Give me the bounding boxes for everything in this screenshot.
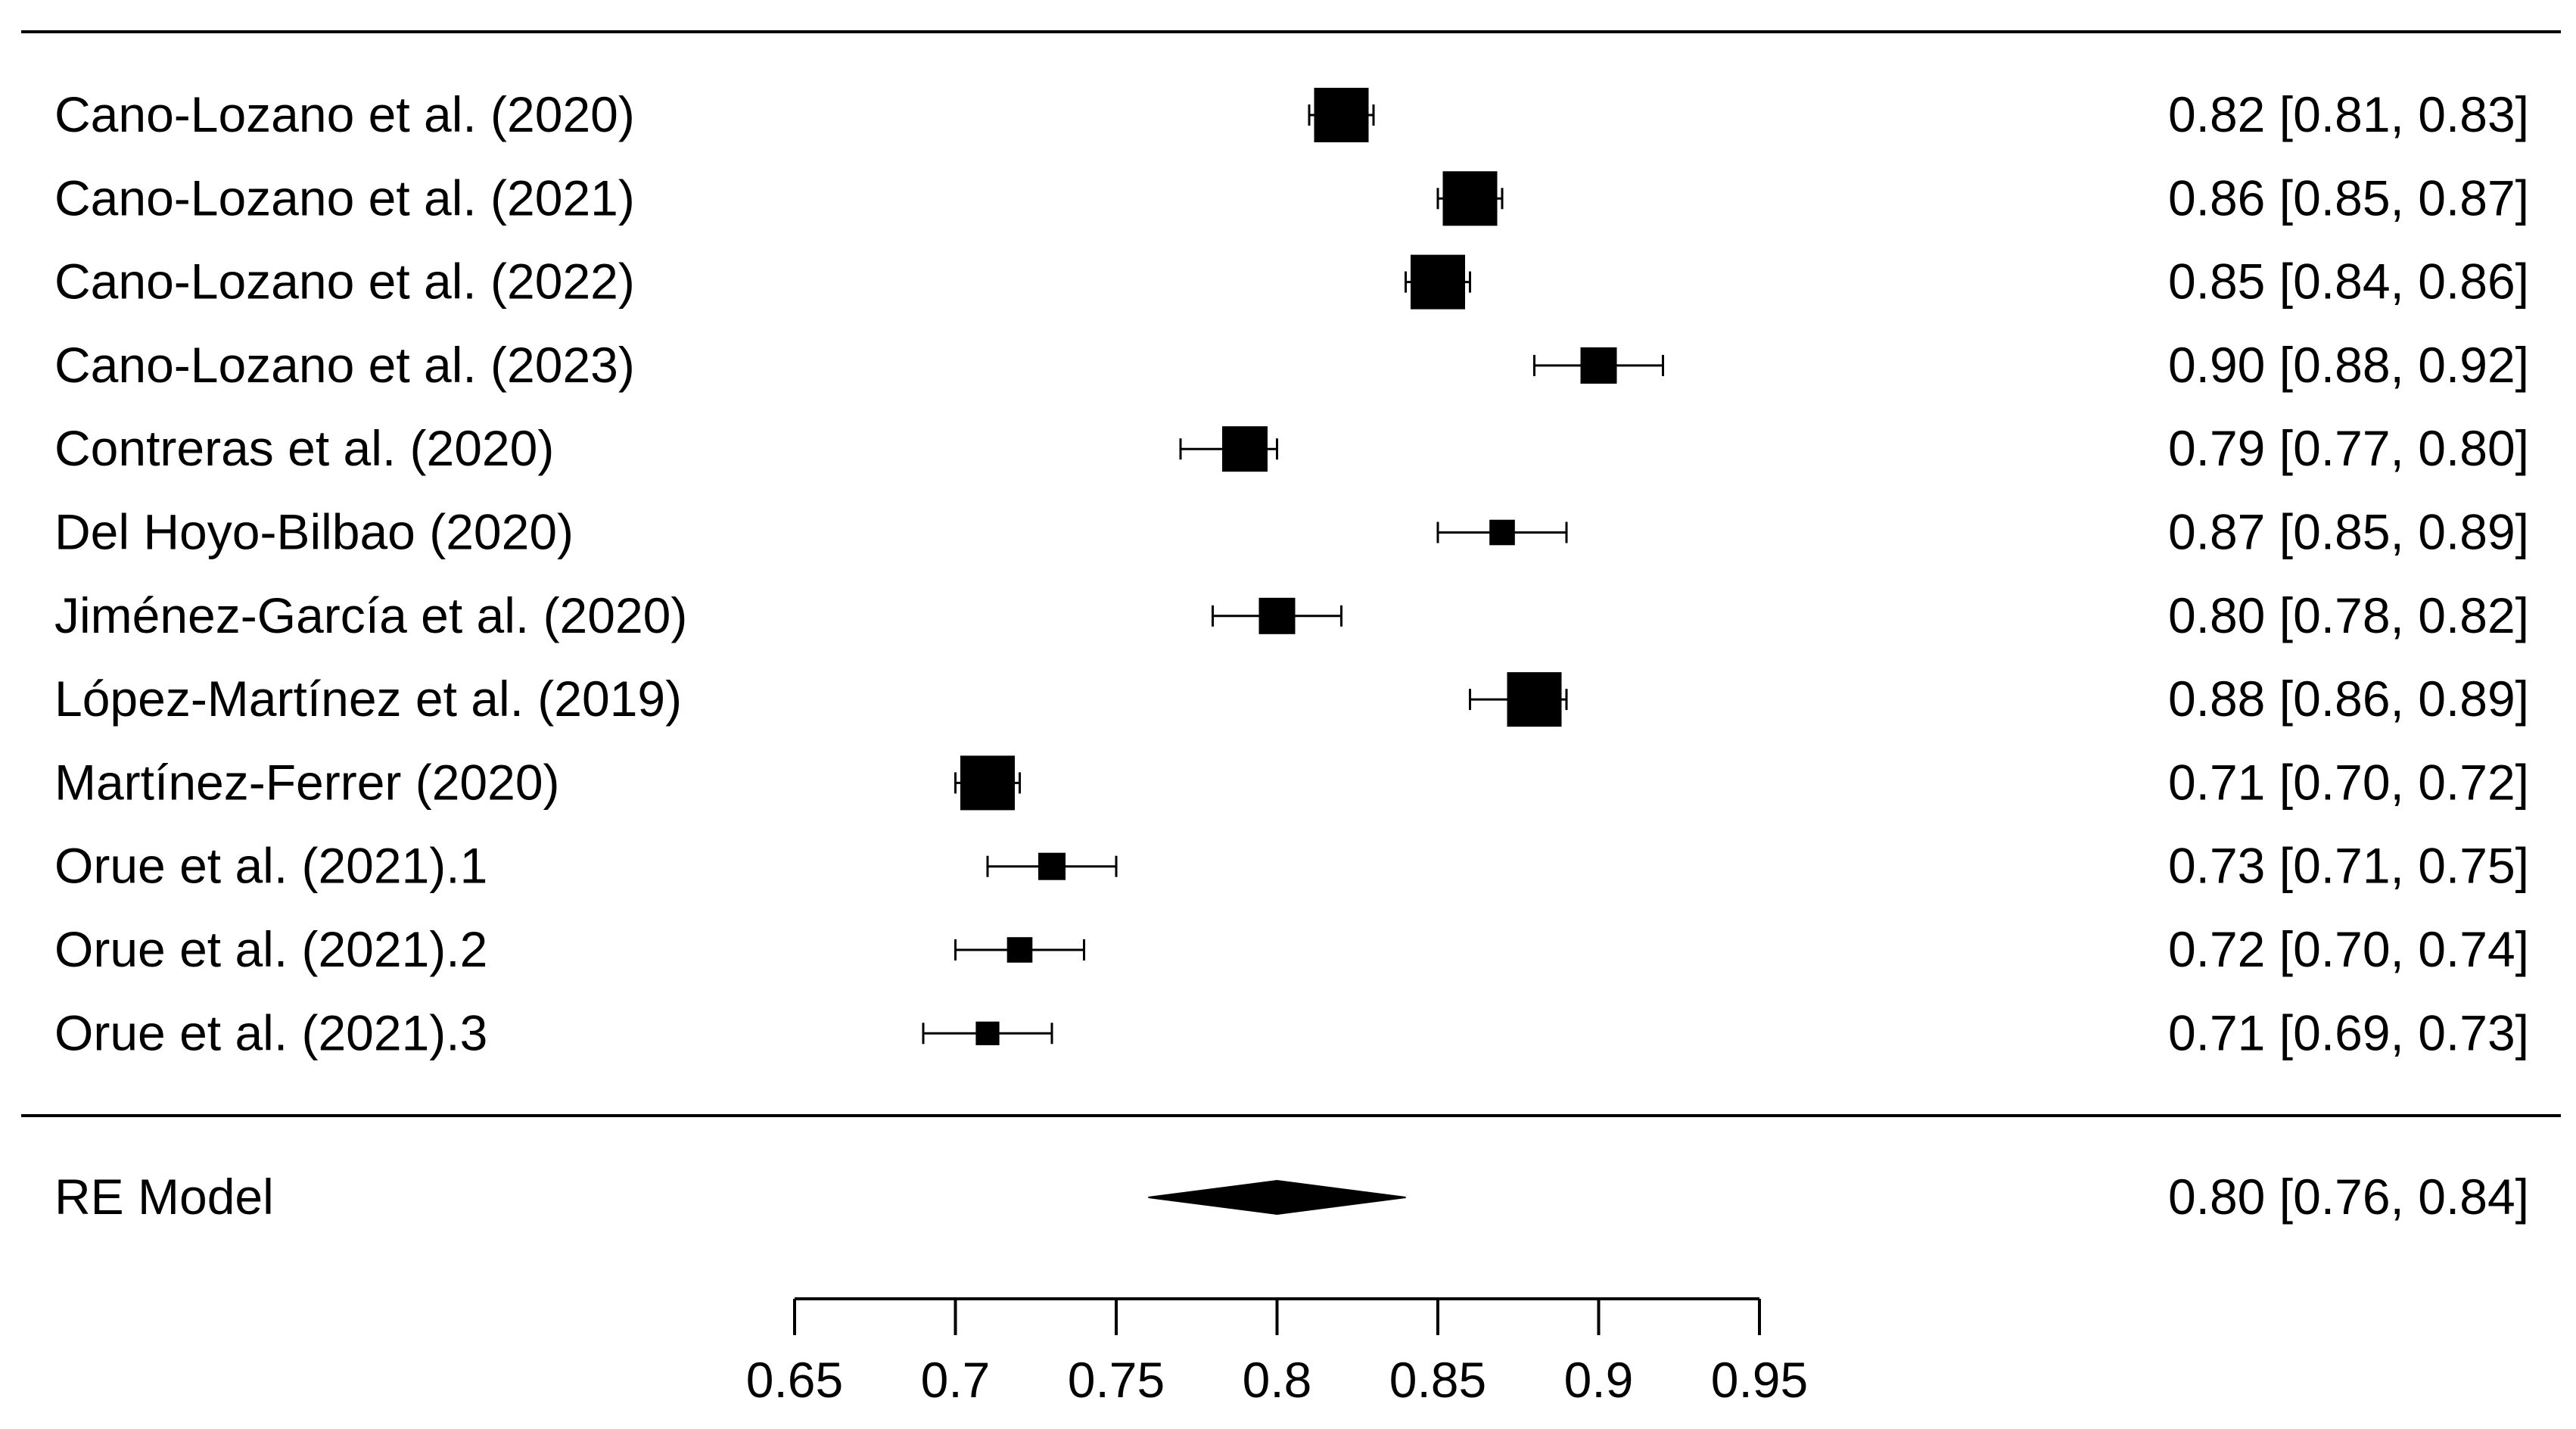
study-weight-square — [1038, 852, 1066, 880]
study-estimate-text: 0.71 [0.69, 0.73] — [2168, 1004, 2529, 1060]
x-axis-tick-label: 0.9 — [1564, 1352, 1634, 1408]
study-row: Cano-Lozano et al. (2022) 0.85 [0.84, 0.8… — [54, 254, 2529, 310]
study-row: Del Hoyo-Bilbao (2020) 0.87 [0.85, 0.89] — [54, 504, 2529, 560]
summary-row: RE Model 0.80 [0.76, 0.84] — [54, 1169, 2529, 1225]
summary-label: RE Model — [54, 1169, 274, 1225]
study-weight-square — [1489, 519, 1515, 546]
study-estimate-text: 0.86 [0.85, 0.87] — [2168, 170, 2529, 226]
study-label: Jiménez-García et al. (2020) — [54, 587, 687, 643]
study-label: Cano-Lozano et al. (2020) — [54, 86, 635, 142]
study-label: Cano-Lozano et al. (2022) — [54, 254, 635, 310]
study-row: Cano-Lozano et al. (2020) 0.82 [0.81, 0.8… — [54, 86, 2529, 142]
x-axis-tick-label: 0.85 — [1389, 1352, 1486, 1408]
study-estimate-text: 0.82 [0.81, 0.83] — [2168, 86, 2529, 142]
x-axis-tick-label: 0.95 — [1711, 1352, 1808, 1408]
x-axis-tick-label: 0.75 — [1068, 1352, 1165, 1408]
study-estimate-text: 0.87 [0.85, 0.89] — [2168, 504, 2529, 560]
study-weight-square — [1222, 426, 1268, 472]
study-weight-square — [960, 755, 1015, 811]
x-axis: 0.65 0.7 0.75 0.8 0.85 0.9 0.95 — [746, 1297, 1808, 1408]
x-axis-tick-label: 0.65 — [746, 1352, 843, 1408]
study-label: Cano-Lozano et al. (2023) — [54, 337, 635, 393]
study-estimate-text: 0.72 [0.70, 0.74] — [2168, 921, 2529, 977]
study-row: Cano-Lozano et al. (2021) 0.86 [0.85, 0.8… — [54, 170, 2529, 226]
study-row: Orue et al. (2021).3 0.71 [0.69, 0.73] — [54, 1004, 2529, 1060]
study-estimate-text: 0.71 [0.70, 0.72] — [2168, 754, 2529, 810]
study-row: Orue et al. (2021).1 0.73 [0.71, 0.75] — [54, 838, 2529, 894]
study-weight-square — [1442, 171, 1498, 226]
study-label: Orue et al. (2021).1 — [54, 838, 487, 894]
study-weight-square — [1006, 937, 1033, 963]
study-label: Orue et al. (2021).2 — [54, 921, 487, 977]
summary-estimate-text: 0.80 [0.76, 0.84] — [2168, 1169, 2529, 1225]
study-label: Cano-Lozano et al. (2021) — [54, 170, 635, 226]
study-label: López-Martínez et al. (2019) — [54, 671, 682, 727]
summary-diamond — [1148, 1179, 1406, 1216]
study-weight-square — [1258, 597, 1296, 634]
study-row: Orue et al. (2021).2 0.72 [0.70, 0.74] — [54, 921, 2529, 977]
study-estimate-text: 0.85 [0.84, 0.86] — [2168, 254, 2529, 310]
study-estimate-text: 0.80 [0.78, 0.82] — [2168, 587, 2529, 643]
study-weight-square — [1411, 254, 1465, 310]
study-row: Contreras et al. (2020) 0.79 [0.77, 0.80] — [54, 420, 2529, 476]
study-weight-square — [1580, 347, 1617, 384]
x-axis-tick-label: 0.7 — [921, 1352, 991, 1408]
study-label: Martínez-Ferrer (2020) — [54, 754, 560, 810]
x-axis-tick-label: 0.8 — [1243, 1352, 1312, 1408]
study-estimate-text: 0.90 [0.88, 0.92] — [2168, 337, 2529, 393]
study-label: Contreras et al. (2020) — [54, 420, 554, 476]
study-weight-square — [975, 1021, 1000, 1045]
study-weight-square — [1314, 88, 1369, 142]
study-weight-square — [1507, 672, 1562, 727]
study-estimate-text: 0.79 [0.77, 0.80] — [2168, 420, 2529, 476]
study-row: López-Martínez et al. (2019) 0.88 [0.86, … — [54, 671, 2529, 727]
study-rows: Cano-Lozano et al. (2020) 0.82 [0.81, 0.8… — [54, 86, 2529, 1060]
study-label: Orue et al. (2021).3 — [54, 1004, 487, 1060]
study-row: Martínez-Ferrer (2020) 0.71 [0.70, 0.72] — [54, 754, 2529, 811]
study-estimate-text: 0.88 [0.86, 0.89] — [2168, 671, 2529, 727]
study-row: Jiménez-García et al. (2020) 0.80 [0.78, … — [54, 587, 2529, 643]
study-label: Del Hoyo-Bilbao (2020) — [54, 504, 574, 560]
study-row: Cano-Lozano et al. (2023) 0.90 [0.88, 0.9… — [54, 337, 2529, 393]
study-estimate-text: 0.73 [0.71, 0.75] — [2168, 838, 2529, 894]
